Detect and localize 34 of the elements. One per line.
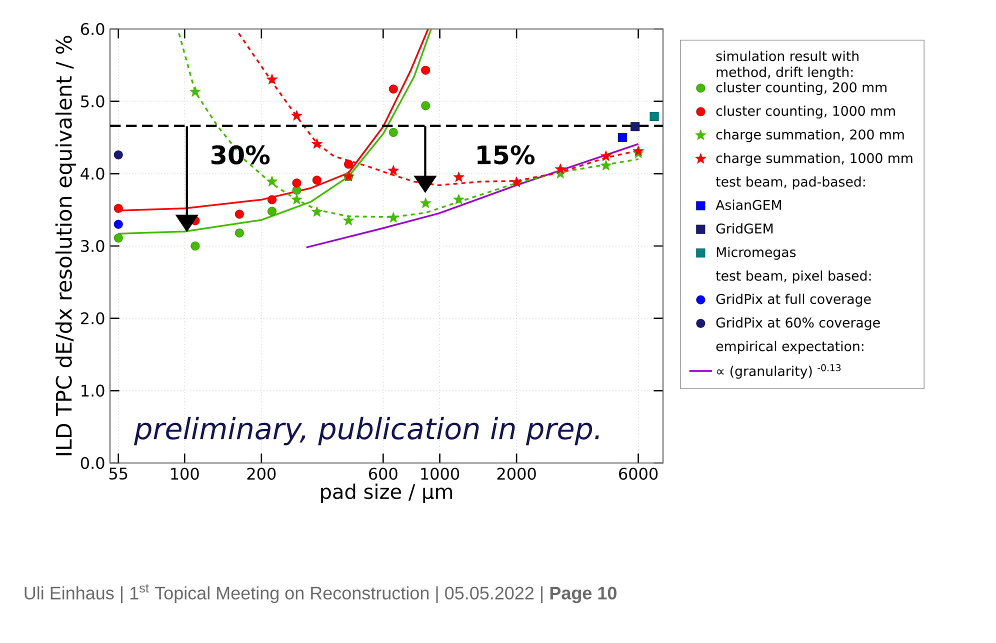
y-tick-label: 5.0	[81, 95, 104, 108]
text: Uli Einhaus | 1$^{st}$ Topical Meeting on Reconstruction | 05.05.2022 | Page 10	[24, 584, 616, 604]
annotation: preliminary, publication in prep.	[134, 416, 599, 446]
x-tick-label: 6000	[619, 468, 658, 480]
x-tick-label: 600	[369, 468, 398, 480]
legend-label: charge summation, 200 mm	[716, 129, 904, 142]
y-tick-label: 0.0	[80, 456, 104, 470]
x-tick-label: 1000	[421, 468, 460, 480]
y-tick-label: 2.0	[81, 312, 104, 324]
x-tick-label: 200	[247, 468, 276, 480]
y-tick-label: 6.0	[80, 22, 104, 36]
y-axis-title: ILD TPC dE/dx resolution equivalent / %	[55, 36, 76, 456]
legend-label: cluster counting, 200 mm	[716, 82, 886, 95]
x-tick-label: 100	[171, 468, 199, 480]
legend-label: Micromegas	[716, 246, 796, 260]
y-tick-label: 4.0	[80, 168, 104, 180]
annotation: 15%	[478, 145, 535, 164]
text: test beam, pad-based:	[716, 176, 865, 190]
legend-label: GridPix at full coverage	[716, 294, 871, 307]
y-tick-label: 1.0	[82, 384, 104, 397]
legend-label: charge summation, 1000 mm	[716, 152, 912, 166]
y-tick-label: 3.0	[81, 240, 104, 252]
legend-label: ∝ (granularity) $^{-0.13}$	[717, 364, 841, 379]
text: empirical expectation:	[716, 340, 864, 354]
x-tick-label: 2000	[497, 468, 536, 480]
text: simulation result with method, drift length:	[716, 50, 858, 80]
text: test beam, pixel based:	[716, 270, 871, 284]
legend-label: GridPix at 60% coverage	[716, 317, 880, 330]
x-axis-title: pad size / µm	[321, 484, 452, 503]
legend-label: GridGEM	[716, 223, 773, 234]
legend-label: cluster counting, 1000 mm	[716, 106, 895, 119]
x-tick-label: 55	[109, 468, 128, 480]
legend-label: AsianGEM	[716, 200, 781, 210]
annotation: 30%	[212, 145, 270, 164]
